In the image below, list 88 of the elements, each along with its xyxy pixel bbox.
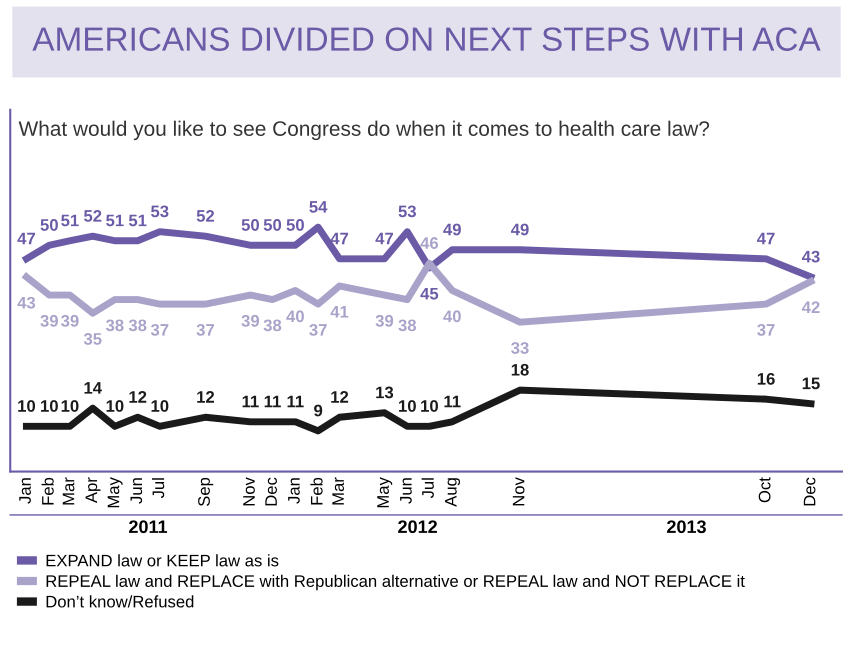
data-label: 35 (84, 333, 102, 345)
data-label: 51 (61, 214, 79, 226)
data-label: 16 (758, 372, 775, 385)
x-tick-label: Aug (445, 478, 460, 507)
x-tick-label: Jan (288, 478, 300, 504)
data-label: 52 (84, 210, 102, 222)
x-tick-label: Jul (152, 478, 164, 498)
data-label: 38 (264, 319, 282, 332)
x-tick-label: May (108, 477, 123, 508)
data-label: 50 (242, 219, 259, 231)
x-tick-label: Jul (422, 478, 434, 498)
x-tick-label: Oct (758, 477, 771, 502)
x-tick-label: Dec (265, 478, 277, 506)
data-label: 49 (510, 224, 529, 236)
x-tick-label: Feb (42, 478, 54, 504)
data-label: 11 (242, 396, 259, 408)
data-label: 10 (18, 400, 36, 412)
x-tick-label: Nov (243, 477, 255, 506)
x-tick-label: Sep (198, 478, 214, 506)
data-label: 51 (106, 214, 124, 226)
data-label: 10 (106, 400, 124, 412)
data-label: 49 (443, 224, 461, 236)
data-label: 51 (128, 214, 146, 226)
data-label: 11 (288, 396, 304, 408)
data-label: 10 (421, 400, 438, 412)
data-label: 38 (106, 319, 124, 332)
chart-title: AMERICANS DIVIDED ON NEXT STEPS WITH ACA (32, 27, 821, 51)
data-label: 14 (84, 382, 102, 394)
data-label: 10 (62, 400, 78, 412)
x-tick-label: Feb (310, 478, 323, 504)
data-label: 10 (41, 400, 58, 412)
x-tick-label: May (377, 477, 392, 508)
data-label: 41 (330, 306, 348, 318)
x-tick-label: Jun (400, 478, 412, 504)
data-label: 37 (196, 324, 214, 336)
chart-subtitle: What would you like to see Congress do when it comes to health care law? (18, 120, 710, 140)
data-label: 50 (286, 219, 304, 231)
data-label: 53 (398, 205, 416, 218)
data-label: 45 (420, 288, 438, 300)
x-tick-label: Jan (19, 478, 31, 504)
data-label: 39 (242, 314, 260, 327)
legend-label: REPEAL law and REPLACE with Republican alternative or REPEAL law and NOT REPLACE it (46, 574, 745, 590)
data-label: 52 (196, 210, 214, 222)
data-label: 54 (309, 201, 328, 213)
data-label: 47 (17, 232, 35, 244)
x-tick-label: Apr (86, 477, 101, 504)
data-label: 10 (152, 400, 168, 412)
data-label: 50 (264, 219, 282, 231)
data-label: 12 (197, 391, 214, 403)
data-label: 9 (314, 404, 322, 416)
x-tick-label: Jun (130, 478, 142, 504)
data-label: 47 (757, 232, 775, 244)
data-label: 53 (151, 205, 168, 218)
data-label: 11 (444, 396, 461, 408)
data-label: 37 (150, 324, 168, 336)
legend-label: Don’t know/Refused (46, 595, 194, 608)
x-tick-label: Mar (62, 477, 74, 504)
data-label: 12 (331, 391, 348, 403)
data-label: 46 (420, 237, 438, 249)
data-label: 12 (129, 391, 146, 403)
data-label: 15 (802, 378, 820, 390)
data-label: 43 (17, 296, 36, 309)
data-label: 38 (128, 319, 146, 332)
data-label: 47 (375, 232, 393, 244)
data-label: 18 (512, 364, 529, 376)
data-label: 43 (802, 250, 820, 263)
data-label: 47 (330, 232, 348, 244)
data-label: 37 (309, 324, 327, 336)
x2-tick-label: 2011 (129, 520, 168, 534)
x-tick-label: Dec (804, 478, 816, 506)
data-label: 40 (286, 310, 304, 322)
data-label: 37 (757, 324, 775, 336)
data-label: 40 (443, 310, 461, 322)
data-label: 38 (398, 319, 416, 332)
data-label: 13 (376, 386, 394, 398)
data-label: 11 (264, 396, 281, 408)
x-tick-label: Mar (332, 477, 344, 504)
data-label: 10 (399, 400, 416, 412)
data-label: 39 (376, 314, 394, 327)
data-label: 42 (802, 301, 820, 313)
legend-label: EXPAND law or KEEP law as is (46, 554, 278, 566)
data-label: 33 (511, 342, 529, 354)
x2-tick-label: 2012 (398, 520, 437, 534)
x2-tick-label: 2013 (667, 520, 706, 534)
data-label: 39 (61, 314, 79, 327)
data-label: 39 (40, 314, 58, 327)
x-tick-label: Nov (512, 477, 524, 506)
data-label: 50 (40, 219, 58, 231)
